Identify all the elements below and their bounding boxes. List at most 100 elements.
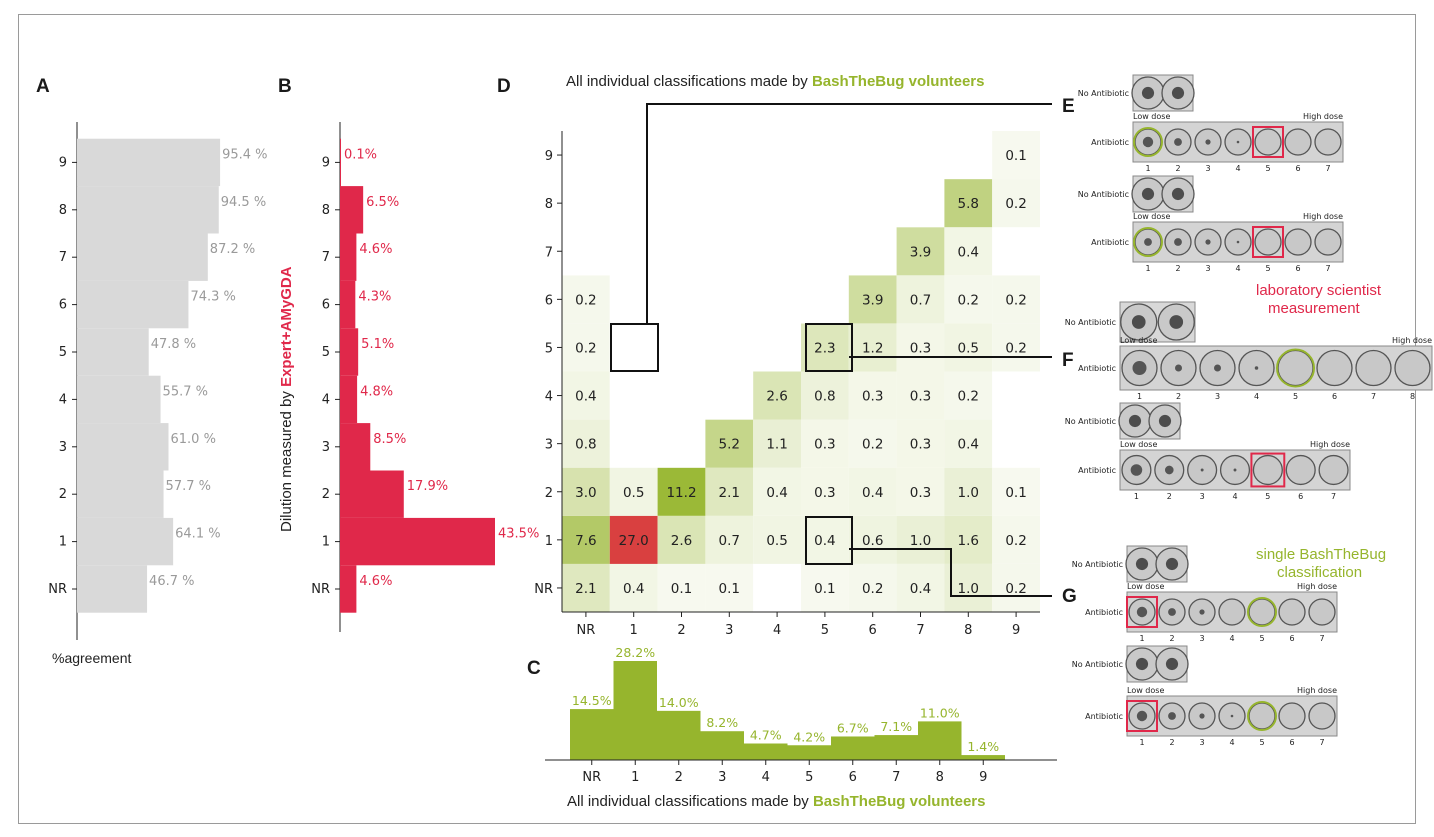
high-dose-label: High dose: [1310, 440, 1350, 449]
heatmap-cell-label: 0.4: [814, 533, 835, 549]
heatmap-cell: [992, 515, 1040, 564]
heatmap-cell-label: 0.8: [575, 437, 596, 453]
heatmap-cell-label: 0.1: [671, 581, 692, 597]
heatmap-cell-label: 2.1: [719, 485, 740, 501]
heatmap-cell-label: 11.2: [666, 485, 696, 501]
bar-b-5: [340, 328, 359, 376]
well-number: 5: [1259, 738, 1264, 747]
heatmap-cell: [609, 467, 658, 516]
heatmap-cell: [944, 467, 993, 516]
heatmap-cell: [609, 179, 658, 228]
highlight-box-f: [805, 323, 853, 372]
bar-b-6: [340, 280, 356, 329]
plate-images: No Antibiotic Antibiotic Low dose High dose…: [1065, 74, 1433, 747]
heatmap-cell: [609, 131, 658, 180]
heatmap-cell-label: 2.3: [814, 340, 835, 356]
bar-b-tick-label: 8: [322, 203, 330, 218]
well-number: 3: [1215, 392, 1220, 401]
low-dose-label: Low dose: [1120, 440, 1157, 449]
growth-spot: [1168, 712, 1176, 720]
growth-spot: [1171, 187, 1185, 201]
heatmap-cell-label: 0.5: [958, 340, 979, 356]
heatmap-cell-label: 0.6: [862, 533, 883, 549]
growth-spot: [1131, 315, 1146, 329]
growth-spot: [1141, 86, 1155, 100]
heatmap-cell-label: 0.2: [575, 292, 596, 308]
well-number: 5: [1293, 392, 1298, 401]
bar-a-tick-label: 2: [59, 487, 67, 502]
no-antibiotic-label: No Antibiotic: [1072, 660, 1123, 669]
bar-b-tick-label: 9: [322, 155, 330, 170]
heatmap-cell: [801, 515, 849, 564]
heatmap-cell-label: 0.5: [623, 485, 644, 501]
heatmap-cell: [801, 179, 849, 228]
bar-b-value-label: 0.1%: [344, 147, 377, 162]
growth-spot: [1164, 465, 1174, 475]
heatmap-cell: [562, 131, 610, 180]
antibiotic-well: [1248, 702, 1276, 730]
bar-b-NR: [340, 565, 357, 613]
heatmap-cell-label: 0.4: [958, 244, 979, 260]
bar-a-value-label: 74.3 %: [190, 290, 235, 305]
heatmap-cell: [562, 515, 610, 564]
heatmap-cell: [848, 371, 897, 420]
heatmap-cell: [896, 131, 945, 180]
heatmap-cell: [562, 563, 610, 612]
growth-spot: [1199, 713, 1205, 719]
growth-spot: [1205, 139, 1211, 145]
heatmap-cell: [562, 179, 610, 228]
low-dose-label: Low dose: [1133, 112, 1170, 121]
heatmap-cell: [992, 131, 1040, 180]
heatmap-cell: [944, 515, 993, 564]
heatmap-cell: [753, 515, 801, 564]
heatmap-cell: [944, 323, 993, 372]
heatmap-cell-label: 2.6: [766, 389, 787, 405]
bar-a-8: [77, 186, 219, 234]
lab-measurement-box: [1252, 126, 1284, 158]
heatmap-cell-label: 2.6: [671, 533, 692, 549]
bar-a-3: [77, 423, 169, 471]
lab-measurement-box: [1252, 226, 1284, 258]
bar-b-1: [340, 517, 495, 566]
bar-a-9: [77, 138, 221, 187]
heatmap-cell: [657, 371, 706, 420]
heatmap-cell: [896, 371, 945, 420]
heatmap-y-tick-label: 2: [545, 486, 553, 501]
bar-c-1: [613, 661, 657, 760]
well-number: 7: [1319, 738, 1324, 747]
heatmap-cell-label: 0.2: [1005, 292, 1026, 308]
bar-b-ylabel: Dilution measured by Expert+AMyGDA: [278, 266, 295, 532]
heatmap-cell-label: 0.3: [910, 340, 931, 356]
heatmap-cell-label: 0.4: [910, 581, 931, 597]
well-number: 3: [1205, 264, 1210, 273]
bar-b-2: [340, 470, 404, 518]
antibiotic-label: Antibiotic: [1085, 712, 1123, 721]
bar-a-value-label: 61.0 %: [171, 432, 216, 447]
heatmap-cell: [609, 227, 658, 276]
bar-a-2: [77, 470, 164, 518]
heatmap-cell: [848, 419, 897, 468]
heatmap-cell-label: 1.6: [958, 533, 979, 549]
heatmap-cell-label: 2.1: [575, 581, 596, 597]
heatmap-cell-label: 0.1: [719, 581, 740, 597]
heatmap-x-tick-label: 4: [773, 623, 781, 638]
well-number: 3: [1199, 634, 1204, 643]
well-number: 2: [1176, 392, 1181, 401]
connector-line-e: [646, 103, 1052, 324]
bar-c-tick-label: 3: [718, 770, 726, 785]
heatmap-cell: [848, 323, 897, 372]
bar-c-value-label: 14.5%: [572, 693, 612, 708]
low-dose-label: Low dose: [1133, 212, 1170, 221]
heatmap-cell: [801, 323, 849, 372]
bar-c-tick-label: 4: [762, 770, 770, 785]
bar-c-xlabel-emph: BashTheBug volunteers: [813, 793, 986, 810]
heatmap-y-tick-label: 4: [545, 390, 553, 405]
well-number: 7: [1325, 164, 1330, 173]
heatmap-x-tick-label: 7: [916, 623, 924, 638]
well-number: 3: [1199, 738, 1204, 747]
antibiotic-well: [1218, 598, 1246, 626]
well-number: 5: [1265, 264, 1270, 273]
lab-measurement-box: [1250, 452, 1286, 488]
heatmap-cell: [944, 563, 993, 612]
annotation-lab-line1: laboratory scientist: [1256, 282, 1382, 299]
